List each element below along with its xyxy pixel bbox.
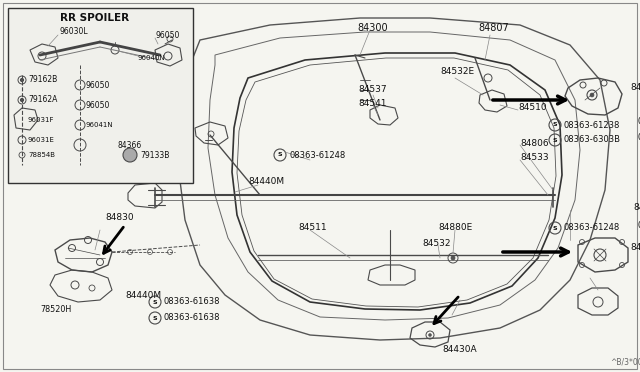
Text: 08363-61238: 08363-61238 (637, 118, 640, 126)
Text: 08363-61638: 08363-61638 (164, 298, 221, 307)
Text: ^B/3*0029: ^B/3*0029 (610, 357, 640, 366)
Text: 08363-61238: 08363-61238 (564, 121, 620, 129)
Text: 08363-6303B: 08363-6303B (564, 135, 621, 144)
Circle shape (123, 148, 137, 162)
Text: 79162A: 79162A (28, 96, 58, 105)
Text: 96041N: 96041N (86, 122, 114, 128)
Text: 96050: 96050 (86, 80, 110, 90)
Text: S: S (153, 315, 157, 321)
Text: 84420: 84420 (630, 244, 640, 253)
Text: 84830: 84830 (105, 214, 134, 222)
Text: 08363-61248: 08363-61248 (564, 224, 620, 232)
Text: 79133B: 79133B (140, 151, 170, 160)
Text: 84440M: 84440M (248, 177, 284, 186)
Circle shape (20, 99, 24, 102)
Text: 08363-61638: 08363-61638 (164, 314, 221, 323)
Text: 79162B: 79162B (28, 76, 57, 84)
Text: S: S (278, 153, 282, 157)
Text: 84533: 84533 (520, 154, 548, 163)
Text: 84807: 84807 (478, 23, 509, 33)
Text: 84366: 84366 (118, 141, 142, 150)
Text: 78854B: 78854B (28, 152, 55, 158)
Text: 84532E: 84532E (440, 67, 474, 77)
Text: 84510: 84510 (518, 103, 547, 112)
Circle shape (20, 78, 24, 81)
Text: 08363-61248: 08363-61248 (290, 151, 346, 160)
Text: 96050: 96050 (155, 31, 179, 39)
Text: 78520H: 78520H (40, 305, 71, 314)
Text: S: S (553, 122, 557, 128)
Text: 84511: 84511 (298, 224, 326, 232)
Text: 84430A: 84430A (442, 346, 477, 355)
Text: 96031E: 96031E (28, 137, 55, 143)
Text: 96030L: 96030L (60, 28, 88, 36)
Text: 08363-61248: 08363-61248 (637, 221, 640, 230)
Text: 96031F: 96031F (28, 117, 54, 123)
Text: 84430: 84430 (630, 83, 640, 93)
Circle shape (451, 256, 455, 260)
Text: 84806: 84806 (520, 138, 548, 148)
Text: 84541: 84541 (358, 99, 387, 108)
Circle shape (429, 334, 431, 337)
Text: 84440M: 84440M (125, 292, 161, 301)
Text: 84537: 84537 (358, 86, 387, 94)
Text: 84300: 84300 (357, 23, 388, 33)
Text: 84430B: 84430B (633, 203, 640, 212)
Bar (8, 8, 193, 183)
Text: S: S (153, 299, 157, 305)
Text: 08363-6303B: 08363-6303B (637, 132, 640, 141)
Circle shape (590, 93, 594, 97)
Text: RR SPOILER: RR SPOILER (60, 13, 129, 23)
Text: 96050: 96050 (86, 100, 110, 109)
Text: 96040N: 96040N (138, 55, 166, 61)
Text: 84532: 84532 (422, 238, 451, 247)
Text: 84880E: 84880E (438, 224, 472, 232)
Text: S: S (553, 225, 557, 231)
Text: S: S (553, 138, 557, 142)
